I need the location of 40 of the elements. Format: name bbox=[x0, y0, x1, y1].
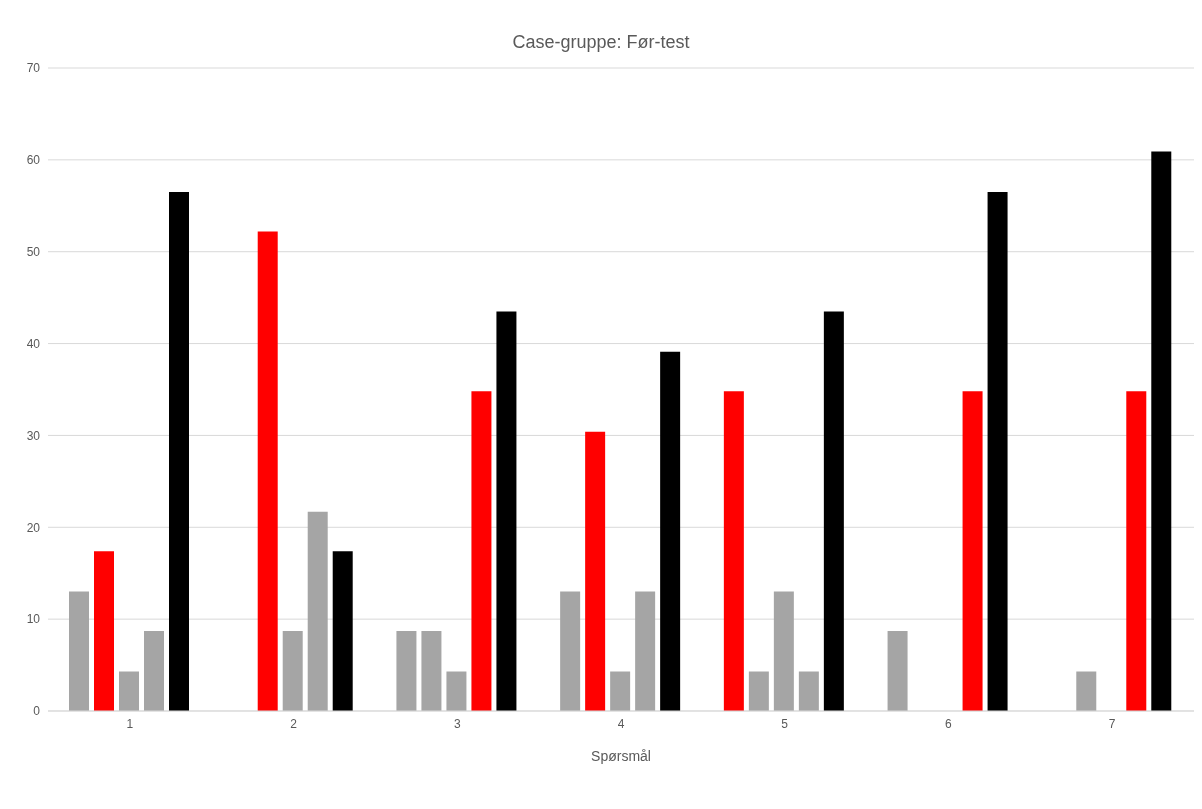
bar bbox=[635, 591, 656, 711]
bar bbox=[496, 311, 517, 711]
bar bbox=[307, 511, 328, 711]
bar bbox=[660, 351, 681, 711]
bar bbox=[282, 631, 303, 711]
bar bbox=[257, 231, 278, 711]
x-tick-label: 1 bbox=[126, 716, 134, 731]
bar bbox=[798, 671, 819, 711]
bar bbox=[585, 431, 606, 711]
bar bbox=[332, 551, 353, 711]
y-tick-label: 30 bbox=[26, 428, 41, 443]
y-tick-label: 40 bbox=[26, 336, 41, 351]
y-tick-label: 0 bbox=[33, 704, 41, 719]
y-tick-label: 20 bbox=[26, 520, 41, 535]
bar bbox=[69, 591, 89, 711]
y-tick-label: 10 bbox=[26, 612, 41, 627]
x-tick-label: 2 bbox=[290, 716, 298, 731]
bar bbox=[396, 631, 417, 711]
bar bbox=[446, 671, 467, 711]
bar bbox=[610, 671, 631, 711]
x-tick-label: 3 bbox=[453, 716, 461, 731]
bar bbox=[1151, 151, 1172, 711]
bar bbox=[144, 631, 164, 711]
x-tick-label: 5 bbox=[781, 716, 789, 731]
bar bbox=[887, 631, 908, 711]
y-tick-label: 50 bbox=[26, 244, 41, 259]
x-tick-label: 4 bbox=[617, 716, 625, 731]
bar bbox=[823, 311, 844, 711]
y-tick-label: 70 bbox=[26, 61, 41, 76]
bar bbox=[987, 192, 1008, 711]
x-tick-label: 7 bbox=[1108, 716, 1116, 731]
bar bbox=[94, 551, 114, 711]
bar bbox=[119, 671, 139, 711]
y-tick-label: 60 bbox=[26, 153, 41, 168]
bar bbox=[560, 591, 581, 711]
bar bbox=[169, 192, 189, 711]
bar bbox=[773, 591, 794, 711]
x-tick-label: 6 bbox=[945, 716, 953, 731]
x-axis-title: Spørsmål bbox=[591, 748, 651, 764]
chart-title: Case-gruppe: Før-test bbox=[511, 32, 691, 53]
